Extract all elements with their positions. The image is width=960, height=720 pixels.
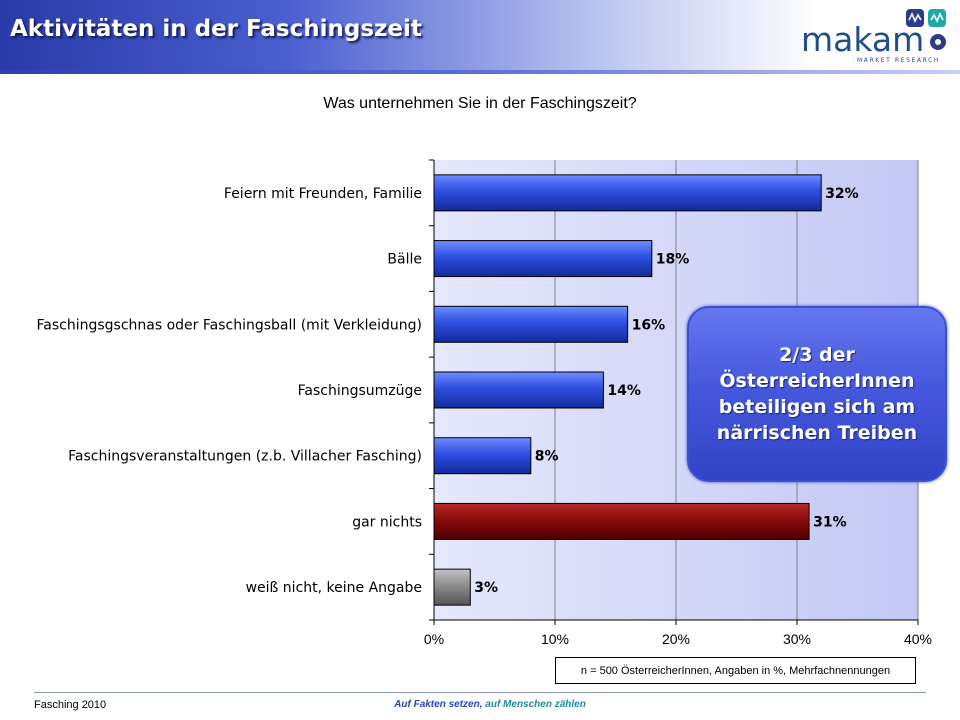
callout-box: 2/3 der ÖsterreicherInnen beteiligen sic… [687, 306, 947, 482]
category-label: Bälle [387, 252, 422, 268]
chart-title: Was unternehmen Sie in der Faschingszeit… [323, 95, 637, 112]
footer-divider [34, 692, 926, 693]
bar-value-label: 18% [656, 252, 690, 268]
bar-value-label: 3% [474, 580, 498, 596]
category-label: Faschingsumzüge [298, 383, 422, 399]
bar-value-label: 14% [607, 383, 641, 399]
x-tick-label: 30% [783, 631, 811, 647]
bar-value-label: 8% [535, 449, 559, 465]
bar [433, 371, 604, 409]
logo-subtitle: MARKET RESEARCH [857, 57, 940, 64]
logo-wordmark: makam [801, 20, 925, 59]
category-label: Faschingsgschnas oder Faschingsball (mit… [37, 317, 423, 333]
bar [433, 174, 822, 212]
x-tick-label: 0% [424, 631, 444, 647]
bar-value-label: 16% [632, 317, 666, 333]
bar [433, 437, 532, 475]
bar [433, 502, 810, 540]
bar [433, 240, 653, 278]
category-label: gar nichts [352, 514, 422, 530]
x-tick-label: 10% [541, 631, 569, 647]
bar [433, 568, 471, 606]
x-tick-label: 40% [904, 631, 932, 647]
callout-text: 2/3 der ÖsterreicherInnen beteiligen sic… [716, 344, 918, 444]
x-tick-label: 20% [662, 631, 690, 647]
footer-slogan-part2: auf Menschen zählen [482, 699, 586, 710]
category-label: weiß nicht, keine Angabe [246, 580, 422, 596]
slide-title: Aktivitäten in der Faschingszeit [10, 16, 422, 42]
makam-logo: makam MARKET RESEARCH [795, 6, 955, 66]
header-band [0, 0, 960, 70]
sample-note: n = 500 ÖsterreicherInnen, Angaben in %,… [555, 657, 916, 684]
footer-slogan-part1: Auf Fakten setzen, [394, 699, 483, 710]
logo-mark-icon [906, 9, 946, 50]
footer-slogan: Auf Fakten setzen, auf Menschen zählen [0, 699, 960, 710]
footer-label: Fasching 2010 [34, 699, 107, 711]
category-label: Faschingsveranstaltungen (z.b. Villacher… [68, 449, 422, 465]
bar-value-label: 31% [813, 514, 847, 530]
bar [433, 305, 629, 343]
header-underline [0, 70, 960, 74]
bar-chart: 0% 10% 20% 30% 40% Feiern mit Freunden, Famil… [37, 159, 932, 647]
bar-value-label: 32% [825, 186, 859, 202]
category-label: Feiern mit Freunden, Familie [224, 186, 422, 202]
